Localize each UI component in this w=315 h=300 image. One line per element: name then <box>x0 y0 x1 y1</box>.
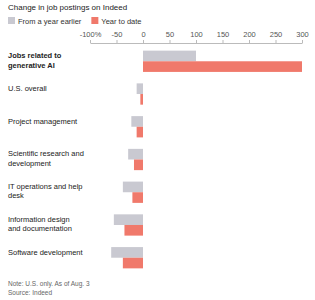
tick-label: 250 <box>270 30 283 39</box>
category-labels: Jobs related togenerative AI U.S. overall… <box>8 51 84 256</box>
tick-mark <box>170 40 171 43</box>
tick-mark <box>249 40 250 43</box>
bar <box>123 182 143 193</box>
legend-swatch <box>8 17 15 24</box>
tick-mark <box>143 40 144 43</box>
bar <box>114 214 143 225</box>
tick: 0 <box>141 30 145 43</box>
bar <box>137 127 143 138</box>
annotation: Source: Indeed <box>8 289 52 296</box>
tick-label: 100 <box>190 30 203 39</box>
category-label: IT operations and helpdesk <box>8 182 83 200</box>
tick: -100% <box>80 30 102 43</box>
category-label: Software development <box>8 248 84 257</box>
tick-label: -100% <box>80 30 102 39</box>
tick-mark <box>302 40 303 43</box>
tick-mark <box>117 40 118 43</box>
tick: 200 <box>243 30 256 43</box>
category-label: Jobs related togenerative AI <box>8 51 62 69</box>
tick-label: 50 <box>166 30 174 39</box>
category-label: Project management <box>8 117 78 126</box>
tick-label: 0 <box>141 30 145 39</box>
legend-label: From a year earlier <box>18 17 82 26</box>
bar <box>143 51 196 62</box>
tick-mark <box>276 40 277 43</box>
category-label: Information designand documentation <box>8 215 72 233</box>
bar <box>123 258 143 269</box>
legend-swatch <box>91 17 98 24</box>
axis-line <box>91 43 303 44</box>
bar <box>140 94 143 105</box>
tick-mark <box>223 40 224 43</box>
bars <box>111 51 302 269</box>
category-label: Scientific research anddevelopment <box>8 149 84 167</box>
tick-mark <box>90 40 91 43</box>
bar <box>143 61 302 72</box>
tick: -50 <box>112 30 123 43</box>
tick: 300 <box>296 30 309 43</box>
tick: 250 <box>270 30 283 43</box>
tick-mark <box>196 40 197 43</box>
annotations: Note: U.S. only. As of Aug. 3Source: Ind… <box>8 280 90 296</box>
bar <box>132 192 143 203</box>
tick: 50 <box>166 30 174 43</box>
bar <box>128 149 143 160</box>
tick-label: 200 <box>243 30 256 39</box>
chart: Change in job postings on Indeed From a y… <box>0 0 315 300</box>
legend-label: Year to date <box>101 17 141 26</box>
annotation: Note: U.S. only. As of Aug. 3 <box>8 280 90 288</box>
tick-label: -50 <box>112 30 123 39</box>
bar <box>111 247 143 258</box>
tick-label: 150 <box>217 30 230 39</box>
bar <box>137 83 143 94</box>
tick-label: 300 <box>296 30 309 39</box>
bar <box>124 225 143 236</box>
category-label: U.S. overall <box>8 84 47 93</box>
tick: 150 <box>217 30 230 43</box>
bar <box>131 116 143 127</box>
tick: 100 <box>190 30 203 43</box>
title: Change in job postings on Indeed <box>8 3 127 12</box>
x-axis: -100% -50 0 50 100 150 200 250 300 <box>80 30 309 44</box>
legend: From a year earlier Year to date <box>8 17 142 26</box>
bar <box>134 160 143 171</box>
